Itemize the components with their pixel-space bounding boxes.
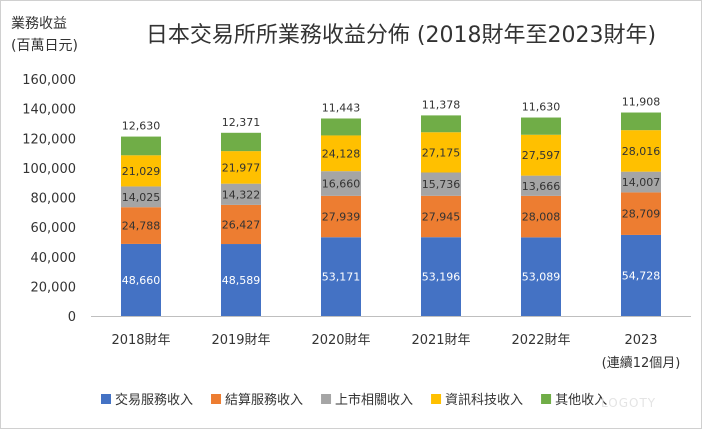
bar-segment — [221, 183, 261, 205]
y-tick-label: 40,000 — [31, 251, 77, 266]
bar-segment — [221, 151, 261, 184]
bar-segment — [121, 186, 161, 208]
legend-swatch — [541, 394, 552, 404]
y-axis-title-line2: (百萬日元) — [11, 38, 78, 54]
y-tick-label: 160,000 — [22, 73, 76, 88]
bar-segment — [421, 115, 461, 133]
data-label: 14,025 — [122, 191, 161, 204]
legend-label: 結算服務收入 — [225, 393, 303, 408]
bar-segment — [521, 134, 561, 176]
y-tick-label: 140,000 — [22, 103, 76, 118]
bar-segment — [521, 175, 561, 196]
y-axis-title-line1: 業務收益 — [11, 16, 67, 32]
y-tick-label: 100,000 — [22, 162, 76, 177]
data-label: 14,322 — [222, 188, 261, 201]
data-label: 24,788 — [122, 220, 161, 233]
data-label: 53,171 — [322, 271, 361, 284]
bar-segment — [321, 195, 361, 238]
bar-segment — [521, 237, 561, 316]
data-label: 27,945 — [422, 211, 461, 224]
y-tick-label: 120,000 — [22, 132, 76, 147]
x-tick-label: 2020財年 — [311, 333, 370, 348]
bar-segment — [121, 136, 161, 156]
data-label: 12,630 — [122, 120, 161, 133]
x-tick-label: 2021財年 — [411, 333, 470, 348]
data-label: 15,736 — [422, 178, 461, 191]
x-tick-label: 2023 — [624, 333, 657, 348]
data-label: 48,589 — [222, 274, 261, 287]
data-label: 53,089 — [522, 271, 561, 284]
bar-segment — [621, 112, 661, 131]
legend-label: 交易服務收入 — [115, 392, 193, 408]
data-label: 11,908 — [622, 96, 661, 109]
x-tick-label: 2018財年 — [111, 333, 170, 348]
data-label: 28,008 — [522, 211, 561, 224]
data-label: 13,666 — [522, 180, 561, 193]
bar-segment — [621, 171, 661, 193]
data-label: 14,007 — [622, 176, 661, 189]
bar-segment — [421, 195, 461, 238]
data-label: 26,427 — [222, 218, 261, 231]
data-label: 54,728 — [622, 269, 661, 282]
data-label: 21,029 — [122, 165, 161, 178]
bar-segment — [321, 118, 361, 136]
data-label: 48,660 — [122, 274, 161, 287]
data-label: 53,196 — [422, 271, 461, 284]
bar-segment — [221, 204, 261, 245]
bar-segment — [521, 117, 561, 135]
bar-segment — [521, 195, 561, 238]
data-label: 11,443 — [322, 101, 361, 114]
data-label: 28,709 — [622, 208, 661, 221]
bar-segment — [121, 243, 161, 316]
bar-segment — [621, 192, 661, 235]
bar-segment — [121, 207, 161, 244]
bar-segment — [221, 244, 261, 316]
watermark: LOGOTY — [601, 396, 657, 410]
bar-segment — [321, 237, 361, 316]
legend-label: 資訊科技收入 — [445, 393, 523, 408]
legend-swatch — [211, 394, 222, 404]
bar-segment — [621, 130, 661, 172]
data-label: 27,939 — [322, 211, 361, 224]
data-label: 12,371 — [222, 116, 261, 129]
data-label: 27,175 — [422, 146, 461, 159]
bar-segment — [421, 237, 461, 316]
data-label: 24,128 — [322, 147, 361, 160]
y-tick-label: 20,000 — [31, 280, 77, 295]
x-tick-sublabel: (連續12個月) — [602, 356, 681, 371]
data-label: 11,378 — [422, 98, 461, 111]
data-label: 28,016 — [622, 145, 661, 158]
bar-segment — [321, 135, 361, 172]
x-tick-label: 2019財年 — [211, 333, 270, 348]
legend-label: 其他收入 — [555, 393, 607, 408]
y-tick-label: 0 — [68, 310, 76, 325]
data-label: 21,977 — [222, 161, 261, 174]
data-label: 27,597 — [522, 149, 561, 162]
bar-segment — [621, 234, 661, 316]
data-label: 16,660 — [322, 178, 361, 191]
bar-segment — [321, 171, 361, 196]
bar-segment — [121, 155, 161, 187]
chart-title: 日本交易所所業務收益分佈 (2018財年至2023財年) — [145, 23, 657, 48]
legend-swatch — [101, 394, 111, 404]
y-tick-label: 60,000 — [31, 221, 77, 236]
legend-swatch — [431, 394, 442, 404]
legend-label: 上市相關收入 — [335, 392, 413, 408]
bar-segment — [221, 132, 261, 152]
bar-segment — [421, 172, 461, 196]
bar-segment — [421, 132, 461, 173]
legend-swatch — [321, 394, 332, 404]
x-tick-label: 2022財年 — [511, 333, 570, 348]
data-label: 11,630 — [522, 101, 561, 114]
y-axis-title: 業務收益 (百萬日元) — [11, 13, 78, 57]
y-tick-label: 80,000 — [31, 192, 77, 207]
